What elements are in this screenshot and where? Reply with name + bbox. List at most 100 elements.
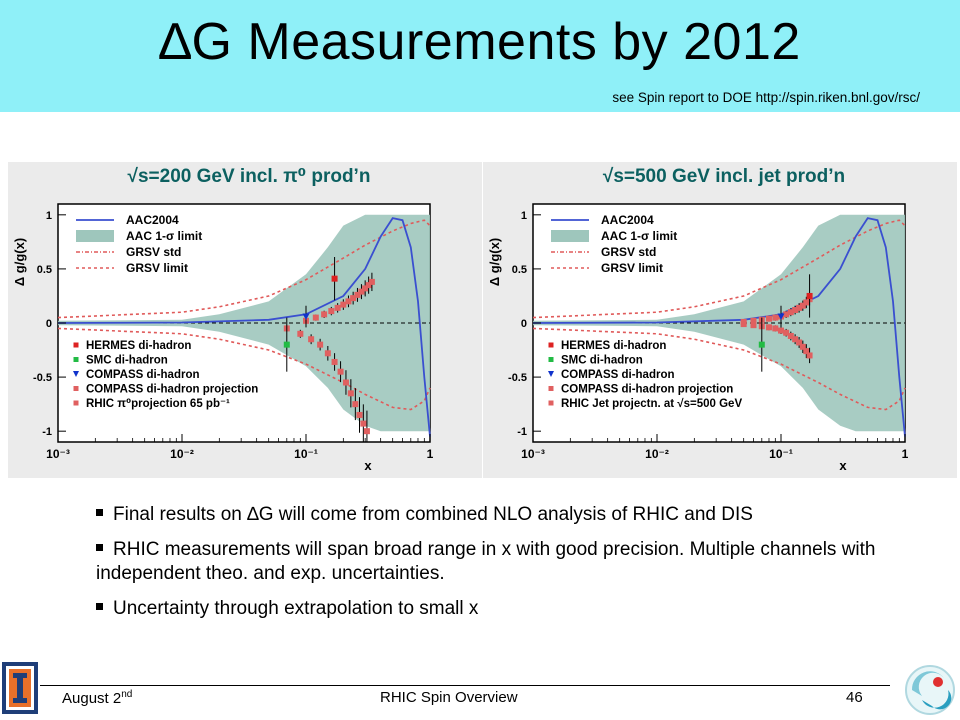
hermes-point [331, 275, 338, 282]
bullet-square-icon [96, 544, 103, 552]
y-tick-label: -0.5 [508, 372, 527, 384]
rhic-projection-point [308, 336, 315, 343]
footer-date-text: August 2 [62, 690, 122, 707]
rhic-projection-point [772, 314, 779, 321]
x-tick-label: 10⁻¹ [769, 447, 793, 461]
legend-entry: SMC di-hadron [561, 355, 643, 367]
bullet-item: Uncertainty through extrapolation to sma… [96, 597, 916, 621]
rhic-projection-point [324, 350, 331, 357]
rhic-projection-point [792, 307, 799, 314]
rhic-projection-point [799, 302, 806, 309]
rhic-projection-point [360, 420, 367, 427]
legend-entry: HERMES di-hadron [86, 340, 191, 352]
grsv-lower-curve [532, 327, 906, 411]
rhic-projection-point [363, 428, 370, 435]
y-axis-label: Δ g/g(x) [12, 238, 27, 286]
legend-marker [73, 342, 79, 348]
x-tick-label: 1 [427, 447, 434, 461]
bullet-text: Final results on ∆G will come from combi… [113, 504, 753, 525]
legend-entry: SMC di-hadron [86, 355, 168, 367]
rhic-projection-point [350, 295, 357, 302]
rhic-projection-point [334, 304, 341, 311]
rhic-projection-point [783, 311, 790, 318]
x-tick-label: 10⁻² [645, 447, 669, 461]
legend-marker [548, 371, 554, 377]
legend-entry: AAC 1-σ limit [601, 229, 677, 243]
legend-entry: COMPASS di-hadron projection [561, 384, 733, 396]
footer-date-sup: nd [121, 689, 133, 700]
legend-marker [548, 357, 554, 362]
rhic-projection-point [806, 352, 813, 359]
smc-point [758, 341, 765, 348]
x-tick-label: 1 [902, 447, 909, 461]
chart-500gev: √s=500 GeV incl. jet prod’n 10⁻³ 10⁻² 10⁻¹ 1… [487, 166, 909, 473]
legend-entry: RHIC Jet projectn. at √s=500 GeV [561, 397, 742, 410]
y-tick-label: 0.5 [512, 264, 527, 276]
rhic-projection-point [368, 278, 375, 285]
y-tick-label: 1 [521, 210, 527, 222]
rhic-projection-point [297, 330, 304, 337]
legend-marker [73, 386, 79, 391]
chart-panel-left: √s=200 GeV incl. π⁰ prod’n 10⁻³ 10⁻² 10⁻¹ 1 -… [8, 162, 482, 478]
bullet-item: Final results on ∆G will come from combi… [96, 503, 916, 527]
y-tick-label: -0.5 [33, 372, 52, 384]
legend-entry: GRSV limit [601, 261, 663, 275]
bullet-item: RHIC measurements will span broad range … [96, 538, 916, 586]
rhic-projection-point [772, 325, 779, 332]
y-tick-label: -1 [42, 426, 52, 438]
legend-entry: GRSV limit [126, 261, 188, 275]
chart-title: √s=500 GeV incl. jet prod’n [603, 166, 845, 187]
footer-date: August 2nd [62, 689, 132, 707]
bullet-square-icon [96, 603, 103, 611]
x-axis-label: x [839, 458, 847, 473]
chart-title: √s=200 GeV incl. π⁰ prod’n [128, 166, 371, 187]
rhic-projection-point [792, 336, 799, 343]
rhic-projection-point [321, 311, 328, 318]
legend-entry: GRSV std [126, 245, 181, 259]
x-tick-label: 10⁻³ [46, 447, 70, 461]
aac2004-curve [57, 217, 431, 437]
rhic-projection-point [365, 282, 372, 289]
y-axis-label: Δ g/g(x) [487, 238, 502, 286]
university-logo-icon [2, 662, 38, 714]
hermes-point [806, 292, 813, 299]
y-tick-label: -1 [517, 426, 527, 438]
rhic-projection-point [362, 285, 369, 292]
legend-entry: GRSV std [601, 245, 656, 259]
smc-point [283, 341, 290, 348]
grsv-lower-curve [57, 327, 431, 411]
x-axis-label: x [364, 458, 372, 473]
bullet-text: RHIC measurements will span broad range … [96, 539, 876, 584]
y-tick-label: 0.5 [37, 264, 52, 276]
legend-entry: HERMES di-hadron [561, 340, 666, 352]
legend-entry: COMPASS di-hadron [561, 369, 675, 381]
x-tick-label: 10⁻¹ [294, 447, 318, 461]
rhic-projection-point [347, 390, 354, 397]
rhic-projection-point [352, 401, 359, 408]
y-tick-label: 0 [46, 318, 52, 330]
legend-band-swatch [76, 230, 114, 242]
chart-panel-right: √s=500 GeV incl. jet prod’n 10⁻³ 10⁻² 10⁻¹ 1… [483, 162, 957, 478]
legend-entry: AAC 1-σ limit [126, 229, 202, 243]
rhic-projection-point [750, 322, 757, 329]
rhic-projection-point [740, 321, 747, 328]
y-tick-label: 0 [521, 318, 527, 330]
rhic-projection-point [803, 299, 810, 306]
rhic-projection-point [750, 317, 757, 324]
legend-marker [548, 400, 554, 406]
chart-200gev: √s=200 GeV incl. π⁰ prod’n 10⁻³ 10⁻² 10⁻¹ 1 -… [12, 166, 434, 473]
rhic-projection-point [358, 288, 365, 295]
rhic-projection-point [783, 329, 790, 336]
legend-entry: AAC2004 [601, 213, 654, 227]
legend-entry: COMPASS di-hadron [86, 369, 200, 381]
rhic-projection-point [778, 327, 784, 334]
y-tick-label: 1 [46, 210, 52, 222]
rhic-projection-point [312, 314, 319, 321]
footer-rule [40, 685, 890, 686]
rhic-projection-point [787, 332, 794, 339]
legend-marker [73, 400, 79, 406]
compass-point [302, 313, 310, 321]
legend-marker [548, 386, 554, 391]
rhic-projection-point [345, 298, 352, 305]
slide-title: ∆G Measurements by 2012 [159, 13, 801, 71]
